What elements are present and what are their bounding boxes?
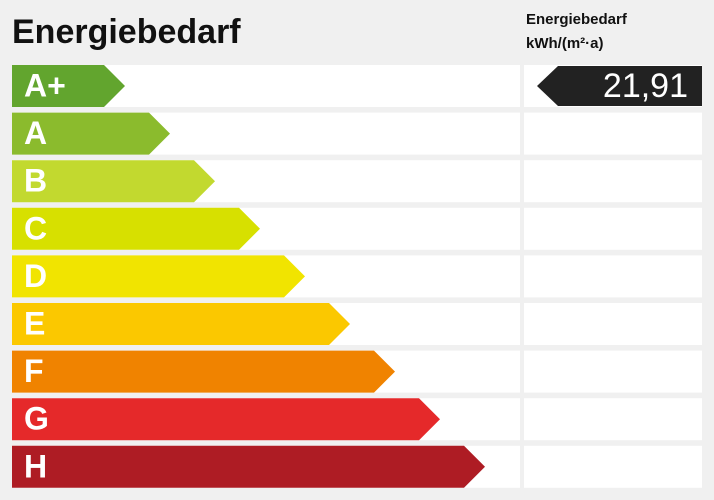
value-cell	[524, 445, 702, 488]
class-arrow	[12, 398, 440, 441]
class-label: H	[24, 448, 47, 484]
value-cell	[524, 398, 702, 441]
class-arrow	[12, 350, 395, 393]
value-cell	[524, 255, 702, 298]
value-cell	[524, 160, 702, 203]
value-marker	[537, 66, 702, 106]
class-arrow	[12, 303, 350, 345]
unit: kWh/(m²·a)	[526, 35, 604, 52]
class-arrow	[12, 207, 260, 250]
class-label: F	[24, 353, 44, 389]
unit-label: Energiebedarf	[526, 11, 628, 28]
class-label: C	[24, 210, 47, 246]
class-label: D	[24, 258, 47, 294]
class-arrow	[12, 160, 215, 203]
class-arrow	[12, 112, 170, 155]
class-label: G	[24, 401, 49, 437]
title: Energiebedarf	[12, 13, 241, 51]
value-cell	[524, 112, 702, 155]
class-label: B	[24, 163, 47, 199]
value-cell	[524, 207, 702, 250]
value-cell	[524, 303, 702, 345]
class-arrow	[12, 255, 305, 298]
class-label: A+	[24, 67, 66, 103]
class-label: E	[24, 305, 45, 341]
class-label: A	[24, 115, 47, 151]
class-arrow	[12, 445, 485, 488]
value-cell	[524, 350, 702, 393]
value-text: 21,91	[603, 67, 688, 105]
class-arrow	[12, 65, 125, 107]
